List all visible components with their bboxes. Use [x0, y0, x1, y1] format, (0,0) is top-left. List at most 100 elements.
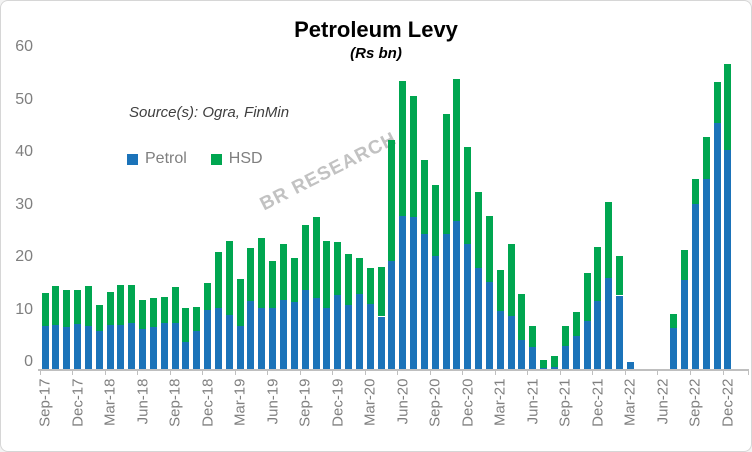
- bar-hsd-segment: [453, 79, 461, 222]
- bar-petrol-segment: [529, 347, 537, 369]
- bar-hsd-segment: [594, 247, 602, 302]
- bar-petrol-segment: [507, 315, 515, 369]
- x-axis-tick: [234, 371, 236, 375]
- bar-petrol-segment: [410, 217, 418, 369]
- bar-hsd-segment: [496, 270, 504, 311]
- bar-hsd-segment: [355, 257, 363, 295]
- bar-petrol-segment: [475, 268, 483, 369]
- x-axis-label: Sep-22: [686, 378, 704, 427]
- bar-petrol-segment: [84, 326, 92, 369]
- bar-petrol-segment: [485, 281, 493, 369]
- bar-petrol-segment: [702, 179, 710, 369]
- bar-petrol-segment: [128, 323, 136, 369]
- x-axis-tick: [267, 371, 269, 375]
- legend: Petrol HSD: [127, 150, 263, 168]
- bar-hsd-segment: [84, 286, 92, 327]
- x-axis-tick: [462, 371, 464, 375]
- bar-hsd-segment: [204, 283, 212, 310]
- x-axis-label: Dec-21: [589, 378, 607, 427]
- x-axis-tick: [722, 371, 724, 375]
- bar-hsd-segment: [160, 297, 168, 324]
- bar-hsd-segment: [377, 267, 385, 317]
- bar-petrol-segment: [95, 330, 103, 369]
- bar-hsd-segment: [550, 355, 558, 368]
- bar-hsd-segment: [117, 285, 125, 326]
- x-axis-label: Mar-19: [231, 378, 249, 427]
- bar-petrol-segment: [626, 362, 634, 369]
- bar-petrol-segment: [52, 324, 60, 369]
- bar-petrol-segment: [561, 345, 569, 369]
- x-axis-tick: [494, 371, 496, 375]
- x-axis-label: Dec-19: [329, 378, 347, 427]
- x-axis-tick: [592, 371, 594, 375]
- bar-hsd-segment: [290, 258, 298, 303]
- watermark: BR RESEARCH: [256, 128, 401, 216]
- bar-hsd-segment: [464, 146, 472, 244]
- bar-petrol-segment: [214, 308, 222, 369]
- bar-petrol-segment: [377, 316, 385, 369]
- y-axis-label: 40: [15, 143, 33, 160]
- x-axis-label: Mar-18: [101, 378, 119, 427]
- bar-hsd-segment: [420, 160, 428, 235]
- x-axis-tick: [527, 371, 529, 375]
- x-axis-label: Jun-18: [134, 378, 152, 425]
- bar-petrol-segment: [41, 325, 49, 369]
- x-axis-label: Sep-18: [166, 378, 184, 427]
- bar-petrol-segment: [681, 279, 689, 369]
- x-axis-tick: [429, 371, 431, 375]
- bar-hsd-segment: [279, 243, 287, 300]
- bar-petrol-segment: [63, 327, 71, 369]
- x-axis-label: Jun-20: [394, 378, 412, 425]
- bar-petrol-segment: [670, 327, 678, 369]
- bar-petrol-segment: [594, 301, 602, 369]
- bar-hsd-segment: [431, 185, 439, 257]
- bar-hsd-segment: [247, 247, 255, 302]
- bar-petrol-segment: [691, 204, 699, 369]
- bar-hsd-segment: [529, 326, 537, 348]
- bar-hsd-segment: [214, 252, 222, 309]
- bar-hsd-segment: [258, 237, 266, 308]
- bar-hsd-segment: [691, 178, 699, 205]
- bar-petrol-segment: [605, 278, 613, 369]
- bar-petrol-segment: [106, 325, 114, 369]
- bar-petrol-segment: [616, 295, 624, 369]
- bar-hsd-segment: [605, 201, 613, 279]
- bar-hsd-segment: [410, 96, 418, 218]
- x-axis-tick: [104, 371, 106, 375]
- x-axis-label: Dec-22: [719, 378, 737, 427]
- bar-hsd-segment: [540, 360, 548, 368]
- hsd-swatch-icon: [210, 153, 222, 165]
- bar-petrol-segment: [399, 215, 407, 369]
- bar-petrol-segment: [225, 315, 233, 369]
- source-note: Source(s): Ogra, FinMin: [129, 104, 290, 121]
- bar-petrol-segment: [713, 122, 721, 369]
- x-axis-label: Mar-20: [361, 378, 379, 427]
- bar-petrol-segment: [550, 367, 558, 369]
- chart-title: Petroleum Levy: [294, 17, 458, 42]
- bar-petrol-segment: [355, 294, 363, 369]
- bar-petrol-segment: [540, 367, 548, 369]
- bar-petrol-segment: [572, 336, 580, 369]
- bar-petrol-segment: [724, 150, 732, 369]
- bar-petrol-segment: [453, 221, 461, 369]
- bar-petrol-segment: [464, 243, 472, 369]
- bar-petrol-segment: [117, 325, 125, 369]
- y-axis-label: 30: [15, 195, 33, 213]
- legend-label-petrol: Petrol: [145, 150, 187, 167]
- x-axis-tick: [39, 371, 41, 375]
- bar-hsd-segment: [95, 304, 103, 331]
- x-axis-line: [38, 369, 749, 371]
- x-axis-tick: [202, 371, 204, 375]
- bar-hsd-segment: [442, 114, 450, 235]
- x-axis-label: Mar-22: [621, 378, 639, 427]
- bar-petrol-segment: [279, 299, 287, 369]
- x-axis-tick: [169, 371, 171, 375]
- x-axis-label: Sep-17: [36, 378, 54, 427]
- bar-petrol-segment: [366, 303, 374, 369]
- y-axis-label: 10: [15, 300, 33, 318]
- x-axis-tick: [689, 371, 691, 375]
- x-axis-label: Dec-18: [199, 378, 217, 427]
- bar-hsd-segment: [52, 286, 60, 325]
- x-axis-tick: [137, 371, 139, 375]
